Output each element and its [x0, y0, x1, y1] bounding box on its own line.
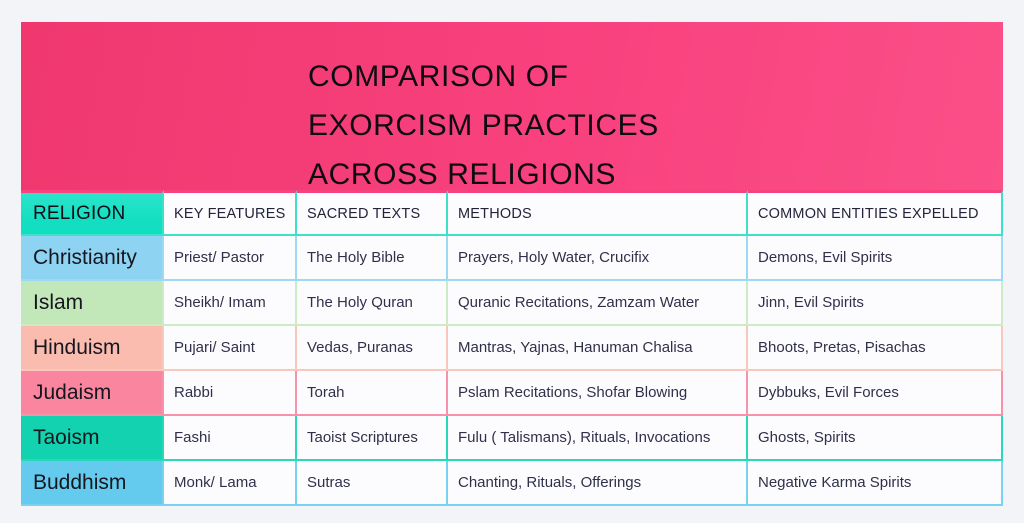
table-row: Hinduism Pujari/ Saint Vedas, Puranas Ma… — [21, 326, 1003, 371]
key-features-cell: Monk/ Lama — [164, 461, 297, 506]
title-banner: COMPARISON OF EXORCISM PRACTICES ACROSS … — [21, 22, 1003, 191]
column-header-religion: RELIGION — [21, 190, 164, 236]
column-header-sacred-texts: SACRED TEXTS — [297, 190, 448, 236]
table-row: Christianity Priest/ Pastor The Holy Bib… — [21, 236, 1003, 281]
religion-cell: Taoism — [21, 416, 164, 461]
methods-cell: Fulu ( Talismans), Rituals, Invocations — [448, 416, 748, 461]
title-line-1: COMPARISON OF — [308, 60, 569, 93]
key-features-cell: Pujari/ Saint — [164, 326, 297, 371]
comparison-table: RELIGION KEY FEATURES SACRED TEXTS METHO… — [21, 190, 1003, 506]
entities-expelled-cell: Negative Karma Spirits — [748, 461, 1003, 506]
entities-expelled-cell: Bhoots, Pretas, Pisachas — [748, 326, 1003, 371]
table-row: Buddhism Monk/ Lama Sutras Chanting, Rit… — [21, 461, 1003, 506]
methods-cell: Chanting, Rituals, Offerings — [448, 461, 748, 506]
sacred-texts-cell: The Holy Bible — [297, 236, 448, 281]
entities-expelled-cell: Ghosts, Spirits — [748, 416, 1003, 461]
table-row: Judaism Rabbi Torah Pslam Recitations, S… — [21, 371, 1003, 416]
key-features-cell: Rabbi — [164, 371, 297, 416]
religion-cell: Buddhism — [21, 461, 164, 506]
methods-cell: Quranic Recitations, Zamzam Water — [448, 281, 748, 326]
religion-cell: Christianity — [21, 236, 164, 281]
religion-cell: Hinduism — [21, 326, 164, 371]
key-features-cell: Fashi — [164, 416, 297, 461]
title-line-3: ACROSS RELIGIONS — [308, 158, 617, 191]
title-line-2: EXORCISM PRACTICES — [308, 109, 659, 142]
methods-cell: Pslam Recitations, Shofar Blowing — [448, 371, 748, 416]
table-row: Islam Sheikh/ Imam The Holy Quran Qurani… — [21, 281, 1003, 326]
religion-cell: Islam — [21, 281, 164, 326]
sacred-texts-cell: Vedas, Puranas — [297, 326, 448, 371]
sacred-texts-cell: Torah — [297, 371, 448, 416]
entities-expelled-cell: Jinn, Evil Spirits — [748, 281, 1003, 326]
methods-cell: Mantras, Yajnas, Hanuman Chalisa — [448, 326, 748, 371]
sacred-texts-cell: The Holy Quran — [297, 281, 448, 326]
key-features-cell: Sheikh/ Imam — [164, 281, 297, 326]
column-header-entities-expelled: COMMON ENTITIES EXPELLED — [748, 190, 1003, 236]
column-header-key-features: KEY FEATURES — [164, 190, 297, 236]
religion-cell: Judaism — [21, 371, 164, 416]
table-row: Taoism Fashi Taoist Scriptures Fulu ( Ta… — [21, 416, 1003, 461]
entities-expelled-cell: Demons, Evil Spirits — [748, 236, 1003, 281]
column-header-methods: METHODS — [448, 190, 748, 236]
key-features-cell: Priest/ Pastor — [164, 236, 297, 281]
header-row: RELIGION KEY FEATURES SACRED TEXTS METHO… — [21, 190, 1003, 236]
page-title: COMPARISON OF EXORCISM PRACTICES ACROSS … — [308, 52, 659, 199]
sacred-texts-cell: Sutras — [297, 461, 448, 506]
methods-cell: Prayers, Holy Water, Crucifix — [448, 236, 748, 281]
entities-expelled-cell: Dybbuks, Evil Forces — [748, 371, 1003, 416]
sacred-texts-cell: Taoist Scriptures — [297, 416, 448, 461]
